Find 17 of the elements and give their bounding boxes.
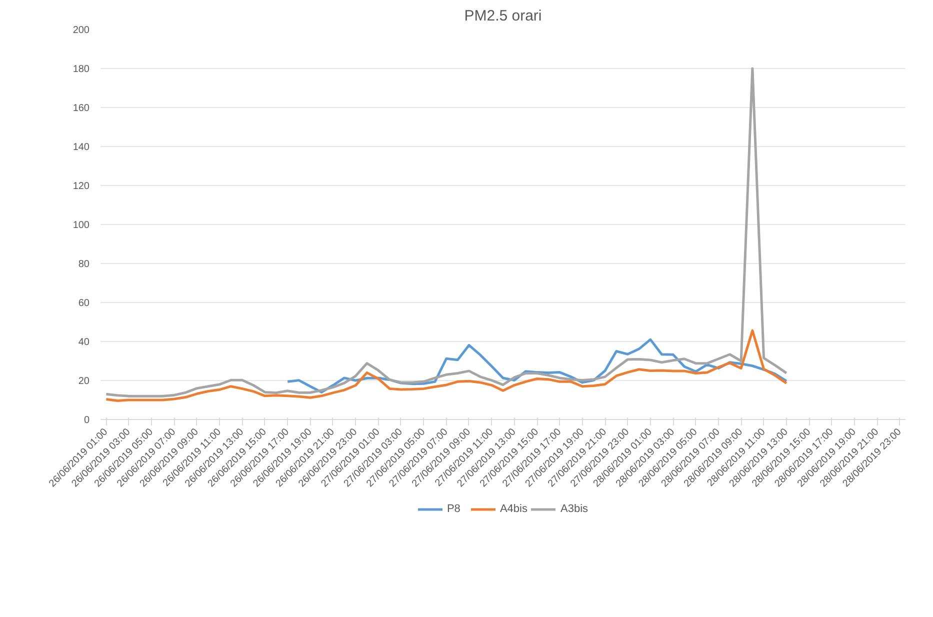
chart-title: PM2.5 orari (464, 8, 542, 24)
y-tick-label: 40 (78, 337, 90, 348)
y-tick-label: 0 (84, 415, 90, 426)
line-series (104, 67, 788, 398)
y-tick-label: 200 (72, 25, 90, 36)
y-tick-label: 60 (78, 298, 90, 309)
legend-label: A3bis (560, 503, 588, 515)
y-tick-label: 180 (72, 64, 90, 75)
y-tick-label: 100 (72, 220, 90, 231)
line-series (104, 329, 788, 402)
y-tick-label: 20 (78, 376, 90, 387)
y-tick-label: 160 (72, 103, 90, 114)
y-tick-label: 120 (72, 181, 90, 192)
legend-label: P8 (446, 503, 462, 515)
y-tick-label: 140 (72, 142, 90, 153)
legend-label: A4bis (500, 503, 528, 515)
y-tick-label: 80 (78, 259, 90, 270)
